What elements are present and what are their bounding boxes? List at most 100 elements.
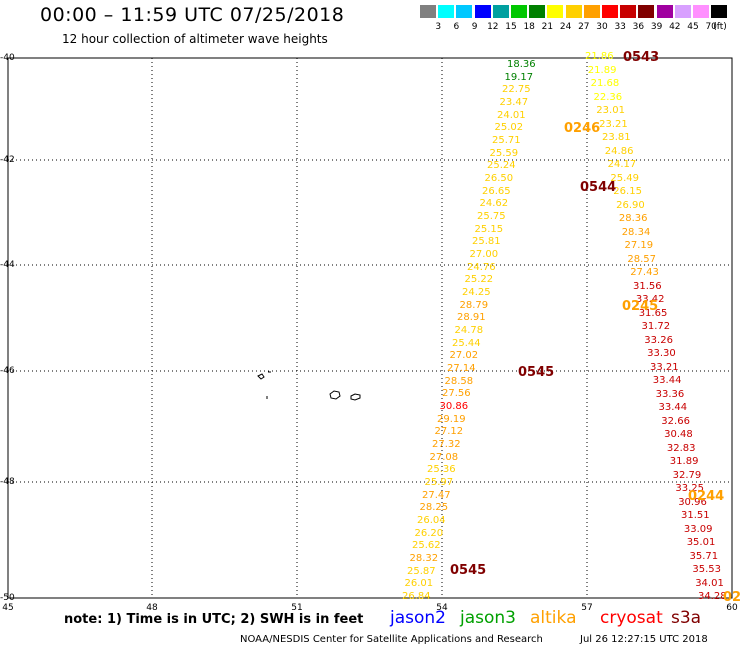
- wave-height-value: 25.44: [452, 337, 481, 349]
- color-swatch: [420, 5, 436, 18]
- pass-time-label: 0544: [580, 180, 617, 195]
- color-scale-label: 3: [435, 22, 442, 32]
- color-swatch: [620, 5, 637, 18]
- wave-height-value: 30.48: [664, 429, 693, 440]
- latitude-label: -40: [0, 53, 15, 63]
- color-swatch: [656, 5, 673, 18]
- wave-height-value: 35.01: [686, 537, 716, 548]
- color-swatch: [529, 5, 546, 18]
- color-scale-label: 30: [596, 22, 608, 32]
- wave-height-value: 23.81: [602, 132, 631, 143]
- wave-height-value: 25.75: [477, 211, 506, 222]
- island-4: [329, 390, 341, 400]
- wave-height-value: 25.24: [487, 160, 516, 172]
- color-swatch: [602, 5, 618, 18]
- wave-height-value: 26.04: [417, 515, 446, 526]
- wave-height-value: 19.17: [504, 71, 534, 83]
- satellite-legend-s3a: s3a: [671, 608, 702, 628]
- wave-height-value: 25.49: [610, 172, 640, 184]
- pass-time-label: 0246: [564, 121, 601, 136]
- wave-height-value: 28.34: [621, 226, 651, 238]
- wave-height-value: 33.25: [675, 483, 705, 494]
- wave-height-value: 18.36: [507, 59, 536, 70]
- wave-height-value: 24.78: [454, 325, 484, 336]
- satellite-legend-jason3: jason3: [460, 608, 516, 628]
- map-subtitle: 12 hour collection of altimeter wave hei…: [62, 32, 328, 46]
- wave-height-value: 28.25: [419, 502, 449, 514]
- latitude-label: -48: [0, 477, 15, 487]
- color-scale-label: 36: [632, 22, 645, 32]
- pass-time-label: 0545: [450, 563, 487, 578]
- wave-height-value: 27.56: [442, 388, 471, 400]
- wave-height-value: 21.86: [585, 51, 614, 62]
- wave-height-value: 24.25: [462, 287, 491, 298]
- wave-height-value: 33.09: [683, 523, 713, 535]
- wave-height-value: 26.84: [402, 591, 431, 602]
- wave-height-value: 34.28: [698, 591, 727, 602]
- timestamp-text: Jul 26 12:27:15 UTC 2018: [580, 634, 708, 645]
- wave-height-value: 30.86: [439, 401, 469, 412]
- latitude-label: -46: [0, 366, 15, 376]
- wave-height-value: 23.47: [499, 97, 529, 108]
- wave-height-value: 25.81: [472, 236, 501, 248]
- color-swatch: [565, 5, 582, 18]
- color-scale-label: 70: [705, 22, 717, 32]
- wave-height-value: 26.15: [613, 186, 642, 197]
- wave-height-value: 28.32: [409, 553, 439, 564]
- wave-height-value: 24.17: [607, 159, 637, 170]
- wave-height-value: 28.91: [457, 312, 486, 324]
- latitude-label: -50: [0, 593, 15, 603]
- wave-height-value: 21.68: [590, 78, 620, 89]
- wave-height-value: 28.36: [618, 213, 648, 224]
- wave-height-value: 33.30: [647, 348, 676, 359]
- wave-height-value: 27.12: [434, 426, 464, 438]
- wave-height-value: 22.36: [593, 91, 623, 103]
- wave-height-value: 33.44: [652, 375, 682, 386]
- satellite-legend-cryosat: cryosat: [600, 608, 663, 628]
- wave-height-value: 30.96: [678, 496, 707, 508]
- wave-height-value: 24.86: [604, 145, 634, 157]
- color-scale-label: 42: [669, 22, 681, 32]
- color-scale-label: 24: [559, 22, 572, 32]
- color-scale-label: 6: [453, 22, 460, 32]
- wave-height-value: 23.01: [596, 105, 625, 116]
- longitude-label: 57: [581, 603, 593, 613]
- wave-height-value: 27.47: [422, 489, 451, 501]
- color-swatch: [638, 5, 655, 18]
- wave-height-value: 27.02: [449, 350, 479, 362]
- color-scale-label: 9: [471, 22, 478, 32]
- wave-height-value: 31.72: [641, 321, 671, 332]
- wave-height-value: 28.58: [444, 375, 474, 387]
- color-swatch: [438, 5, 455, 18]
- color-scale-label: 39: [650, 22, 663, 32]
- island-1: [257, 373, 265, 380]
- wave-height-value: 31.56: [633, 280, 662, 292]
- map-border: [7, 57, 733, 599]
- wave-height-value: 24.62: [479, 198, 509, 210]
- wave-height-value: 26.90: [616, 199, 645, 211]
- pass-time-label: 0545: [518, 365, 555, 380]
- longitude-label: 60: [726, 603, 738, 613]
- wave-height-value: 24.76: [467, 261, 496, 273]
- wave-height-value: 23.21: [599, 118, 628, 130]
- color-scale-unit: (ft): [713, 22, 727, 32]
- wave-height-value: 26.65: [482, 185, 511, 197]
- pass-time-label: 0543: [623, 50, 660, 65]
- wave-height-value: 21.89: [587, 64, 617, 76]
- wave-height-value: 25.15: [474, 223, 504, 235]
- wave-height-value: 27.08: [429, 451, 459, 463]
- color-swatch: [711, 5, 728, 18]
- color-scale-label: 15: [505, 22, 517, 32]
- satellite-legend-jason2: jason2: [390, 608, 446, 628]
- wave-height-value: 34.01: [695, 577, 724, 589]
- wave-height-value: 25.02: [494, 122, 524, 134]
- color-swatch: [547, 5, 564, 18]
- color-scale-label: 27: [578, 22, 590, 32]
- wave-height-value: 24.01: [497, 109, 526, 121]
- pass-time-label: 0244: [688, 489, 725, 504]
- wave-height-value: 25.62: [412, 540, 441, 552]
- wave-height-value: 25.87: [407, 565, 436, 577]
- color-swatch: [511, 5, 527, 18]
- wave-height-value: 26.01: [404, 578, 434, 590]
